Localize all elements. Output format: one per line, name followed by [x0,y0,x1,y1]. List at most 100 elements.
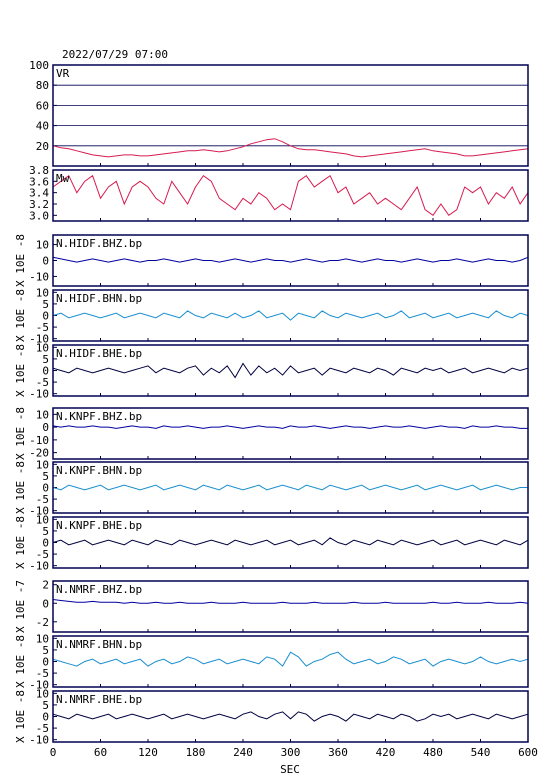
y-tick-label: 100 [29,59,49,72]
y-tick-label: 80 [36,79,49,92]
y-tick-label: 2 [42,579,49,592]
x-axis-label: SEC [280,763,300,776]
panel-label: N.KNPF.BHE.bp [56,519,142,532]
series-line [52,711,529,722]
y-tick-label: -10 [29,434,49,447]
y-tick-label: 10 [36,239,49,252]
y-tick-label: 3.6 [29,175,49,188]
panel-frame [52,64,529,167]
y-tick-label: 10 [36,458,49,471]
y-tick-label: 0 [42,711,49,724]
y-tick-label: 0 [42,421,49,434]
panel-frame [52,234,529,287]
y-tick-label: 3.4 [29,187,49,200]
panel-label: N.NMRF.BHE.bp [56,693,142,706]
y-tick-label: 3.0 [29,209,49,222]
y-tick-label: -5 [36,548,49,561]
panel-frame [52,690,529,743]
y-tick-label: 10 [36,687,49,700]
y-tick-label: 0 [42,482,49,495]
y-tick-label: -5 [36,722,49,735]
panel-label: N.HIDF.BHN.bp [56,292,142,305]
panel-frame [52,635,529,688]
y-tick-label: 10 [36,286,49,299]
series-line [52,138,529,158]
series-line [52,174,529,216]
series-line [52,484,528,491]
y-tick-label: 5 [42,298,49,311]
y-axis-label: X 10E -7 [14,580,27,633]
y-tick-label: -20 [29,447,49,460]
y-tick-label: 5 [42,644,49,657]
panel-frame [52,580,529,633]
y-tick-label: 10 [36,632,49,645]
y-tick-label: 5 [42,470,49,483]
y-tick-label: 0 [42,365,49,378]
y-tick-label: -10 [29,505,49,518]
x-tick-label: 300 [281,746,301,759]
y-tick-label: -5 [36,667,49,680]
y-tick-label: 60 [36,99,49,112]
y-tick-label: 0 [42,310,49,323]
x-tick-label: 0 [50,746,57,759]
y-tick-label: -2 [36,616,49,629]
y-axis-label: X 10E -8 [14,289,27,342]
y-tick-label: -10 [29,560,49,573]
y-tick-label: -10 [29,679,49,692]
y-axis-label: X 10E -8 [14,635,27,688]
y-tick-label: -10 [29,270,49,283]
series-line [52,599,529,604]
x-tick-label: 600 [518,746,538,759]
y-tick-label: 20 [36,140,49,153]
y-axis-label: X 10E -8 [14,690,27,743]
x-tick-label: 120 [138,746,158,759]
panel-frame [52,516,529,569]
y-tick-label: -10 [29,333,49,346]
y-tick-label: 3.2 [29,198,49,211]
series-line [52,537,529,546]
series-line [52,256,529,263]
panel-label: VR [56,67,70,80]
panel-label: N.KNPF.BHN.bp [56,464,142,477]
y-tick-label: 0 [42,537,49,550]
y-tick-label: -5 [36,493,49,506]
panel-label: N.NMRF.BHN.bp [56,638,142,651]
y-tick-label: 0 [42,255,49,268]
series-line [52,310,529,321]
y-axis-label: X 10E -8 [14,234,27,287]
y-tick-label: 10 [36,341,49,354]
x-tick-label: 240 [233,746,253,759]
panel-label: N.HIDF.BHE.bp [56,347,142,360]
y-tick-label: 0 [42,656,49,669]
panel-frame [52,407,529,460]
x-tick-label: 60 [94,746,107,759]
panel-frame [52,169,529,222]
y-axis-label: X 10E -8 [14,461,27,514]
panel-frame [52,344,529,397]
x-tick-label: 360 [328,746,348,759]
y-tick-label: -10 [29,388,49,401]
y-tick-label: 5 [42,699,49,712]
x-tick-label: 540 [471,746,491,759]
y-tick-label: -10 [29,734,49,747]
panel-frame [52,461,529,514]
panel-label: N.HIDF.BHZ.bp [56,237,142,250]
panel-label: N.NMRF.BHZ.bp [56,583,142,596]
chart-title: 2022/07/29 07:00 [62,48,168,61]
panel-frame [52,289,529,342]
series-line [52,651,529,667]
series-line [52,425,528,429]
panel-label: N.KNPF.BHZ.bp [56,410,142,423]
y-tick-label: 3.8 [29,164,49,177]
y-axis-label: X 10E -8 [14,516,27,569]
series-line [52,362,529,379]
x-tick-label: 180 [186,746,206,759]
x-tick-label: 480 [423,746,443,759]
y-tick-label: 5 [42,525,49,538]
x-tick-label: 420 [376,746,396,759]
y-tick-label: 40 [36,120,49,133]
y-tick-label: -5 [36,376,49,389]
y-tick-label: 10 [36,408,49,421]
